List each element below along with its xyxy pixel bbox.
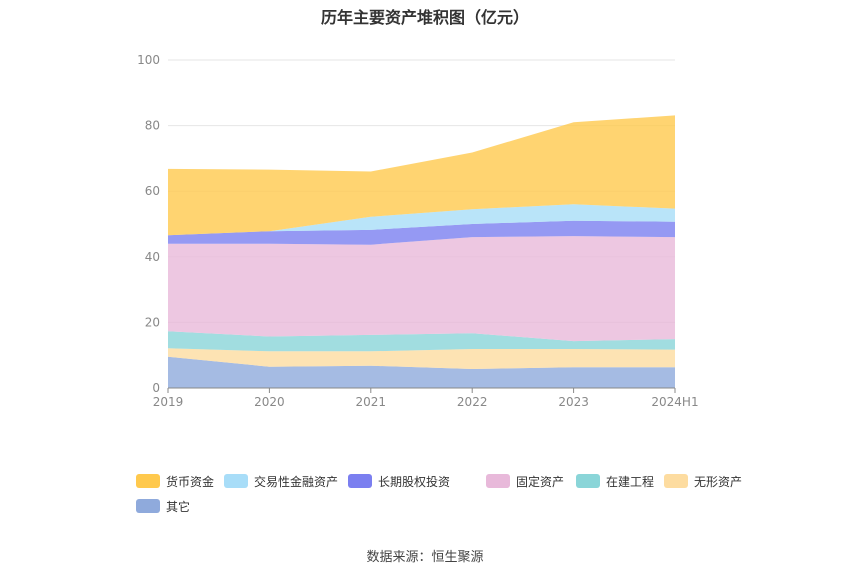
legend-swatch [348,474,372,488]
data-source-note: 数据来源：恒生聚源 [366,550,484,565]
area-series-6 [168,115,675,236]
legend-label: 交易性金融资产 [254,474,339,489]
legend-item[interactable]: 在建工程 [576,472,654,490]
y-tick-label: 40 [145,250,160,264]
area-series-0 [168,356,675,388]
legend-swatch [224,474,248,488]
y-tick-label: 80 [145,119,160,133]
x-tick-label: 2024H1 [651,395,698,409]
legend-item[interactable]: 货币资金 [136,472,214,490]
legend-swatch [486,474,510,488]
y-tick-label: 60 [145,184,160,198]
area-series-4 [168,220,675,245]
x-tick-label: 2019 [153,395,184,409]
legend-item[interactable]: 其它 [136,497,190,515]
legend-label: 无形资产 [694,474,743,489]
legend-item[interactable]: 交易性金融资产 [224,472,338,490]
legend-swatch [664,474,688,488]
chart-title: 历年主要资产堆积图（亿元） [320,8,529,27]
legend-label: 长期股权投资 [378,474,451,489]
area-series-2 [168,331,675,352]
area-series-1 [168,348,675,369]
x-tick-label: 2023 [558,395,589,409]
legend-label: 货币资金 [166,474,215,489]
y-tick-label: 20 [145,315,160,329]
x-tick-label: 2020 [254,395,285,409]
legend-swatch [136,499,160,513]
legend-label: 在建工程 [606,474,655,489]
legend-item[interactable]: 长期股权投资 [348,472,450,490]
legend-item[interactable]: 无形资产 [664,472,742,490]
legend-label: 其它 [166,499,191,514]
area-series-5 [168,204,675,236]
y-tick-label: 100 [137,53,160,67]
area-series-3 [168,236,675,342]
legend-swatch [576,474,600,488]
legend-item[interactable]: 固定资产 [486,472,564,490]
stacked-area-chart: 0 20 40 60 80 100 2019 2020 2021 2022 2023 2024H1 [137,53,699,409]
x-tick-label: 2022 [457,395,488,409]
legend-label: 固定资产 [516,474,565,489]
x-tick-label: 2021 [356,395,387,409]
y-tick-label: 0 [152,381,160,395]
legend-swatch [136,474,160,488]
